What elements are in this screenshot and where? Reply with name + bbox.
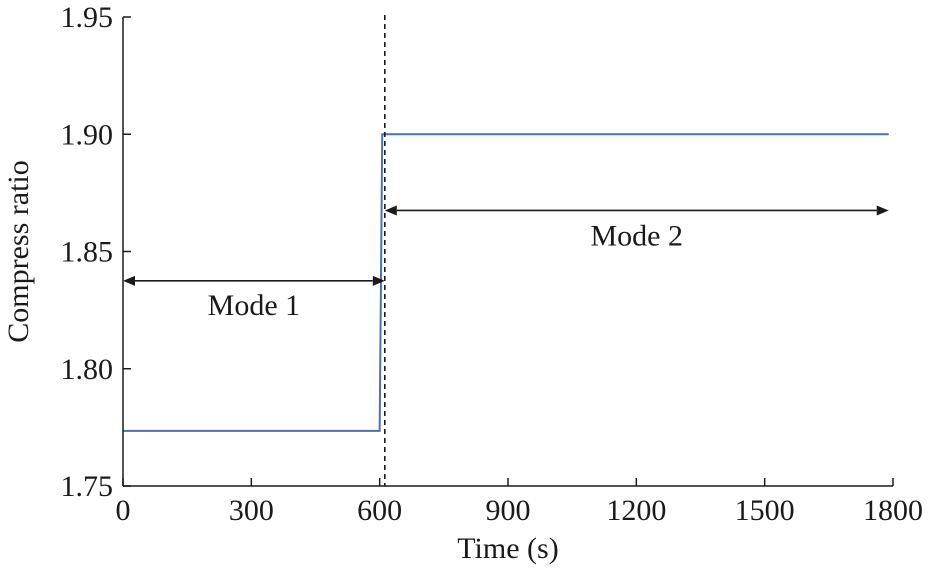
mode1-arrow-head-right <box>372 275 385 286</box>
x-tick-label: 1800 <box>863 494 923 527</box>
annotations: Mode 1 Mode 2 <box>123 15 889 486</box>
axes <box>122 17 893 487</box>
mode1-arrow-head-left <box>123 275 135 286</box>
x-axis-title: Time (s) <box>457 532 558 565</box>
mode2-arrow-head-left <box>384 205 397 216</box>
mode2-arrow-head-right <box>876 205 889 216</box>
y-tick-label: 1.80 <box>61 353 114 386</box>
mode2-label: Mode 2 <box>591 219 684 252</box>
y-tick-label: 1.75 <box>61 470 114 503</box>
y-tick-label: 1.90 <box>61 118 114 151</box>
mode1-label: Mode 1 <box>208 289 301 322</box>
x-tick-label: 300 <box>229 494 274 527</box>
series-line <box>123 133 889 432</box>
x-ticks: 0 300 600 900 1200 1500 1800 <box>116 478 923 527</box>
x-tick-label: 1500 <box>735 494 795 527</box>
y-ticks: 1.75 1.80 1.85 1.90 1.95 <box>61 1 131 503</box>
x-tick-label: 900 <box>486 494 531 527</box>
x-tick-label: 1200 <box>606 494 666 527</box>
y-tick-label: 1.95 <box>61 1 114 34</box>
x-tick-label: 600 <box>357 494 402 527</box>
x-tick-label: 0 <box>116 494 131 527</box>
y-tick-label: 1.85 <box>61 236 114 269</box>
y-axis-title: Compress ratio <box>2 160 35 342</box>
plot-area <box>123 133 889 432</box>
